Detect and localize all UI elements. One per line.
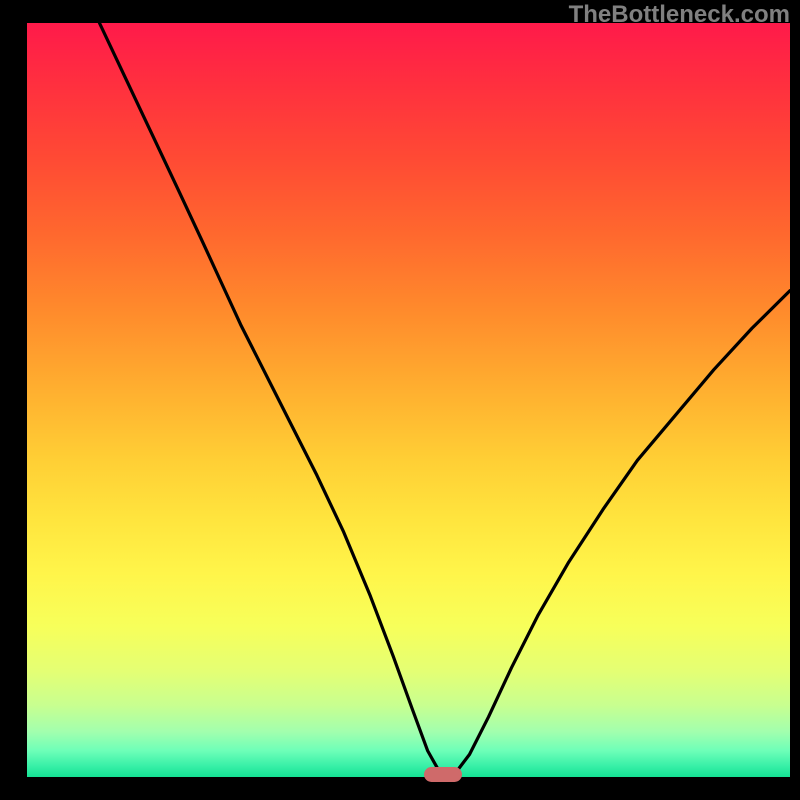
optimum-marker [424,767,462,782]
watermark-text: TheBottleneck.com [569,1,790,29]
bottleneck-curve [0,0,800,800]
chart-stage: TheBottleneck.com [0,0,800,800]
